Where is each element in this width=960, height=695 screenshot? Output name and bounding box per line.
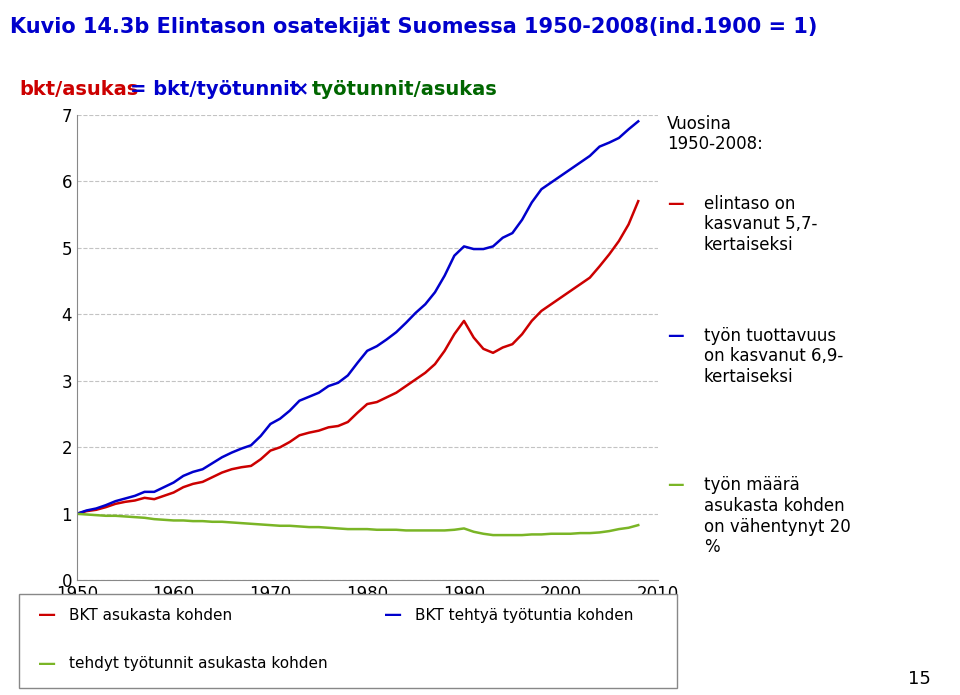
Text: —: —: [38, 606, 57, 624]
Text: 15: 15: [908, 670, 931, 688]
Text: Kuvio 14.3b Elintason osatekijät Suomessa 1950-2008(ind.1900 = 1): Kuvio 14.3b Elintason osatekijät Suomess…: [10, 17, 817, 38]
Text: työn tuottavuus
on kasvanut 6,9-
kertaiseksi: työn tuottavuus on kasvanut 6,9- kertais…: [704, 327, 843, 386]
Text: elintaso on
kasvanut 5,7-
kertaiseksi: elintaso on kasvanut 5,7- kertaiseksi: [704, 195, 817, 254]
Text: —: —: [384, 606, 402, 624]
Text: BKT asukasta kohden: BKT asukasta kohden: [69, 607, 232, 623]
Text: tehdyt työtunnit asukasta kohden: tehdyt työtunnit asukasta kohden: [69, 656, 327, 671]
Text: Vuosina
1950-2008:: Vuosina 1950-2008:: [667, 115, 763, 154]
Text: —: —: [667, 195, 684, 213]
Text: —: —: [38, 655, 57, 673]
Text: —: —: [667, 476, 684, 494]
Text: ×: ×: [293, 80, 309, 99]
Text: bkt/asukas: bkt/asukas: [19, 80, 138, 99]
Text: BKT tehtyä työtuntia kohden: BKT tehtyä työtuntia kohden: [415, 607, 633, 623]
Text: = bkt/työtunnit: = bkt/työtunnit: [130, 80, 299, 99]
Text: työn määrä
asukasta kohden
on vähentynyt 20
%: työn määrä asukasta kohden on vähentynyt…: [704, 476, 851, 557]
Text: —: —: [667, 327, 684, 345]
Text: työtunnit/asukas: työtunnit/asukas: [312, 80, 497, 99]
